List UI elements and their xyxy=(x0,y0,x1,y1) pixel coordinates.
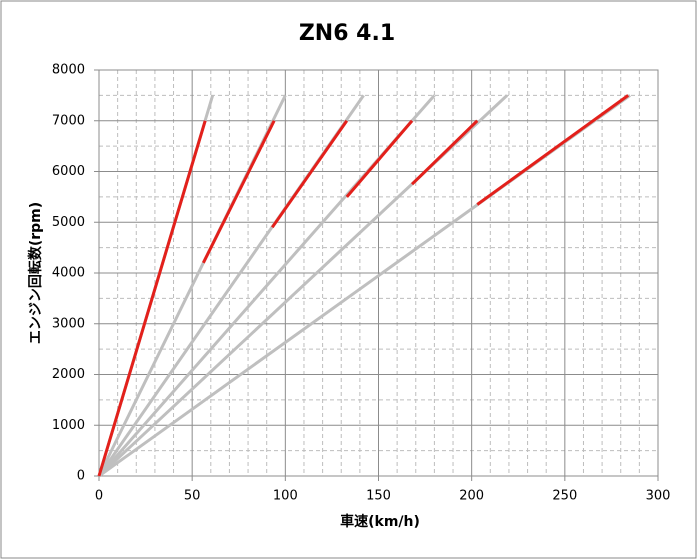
series-line xyxy=(410,119,479,186)
y-tick-label: 2000 xyxy=(52,367,85,382)
chart-title: ZN6 4.1 xyxy=(299,21,395,46)
x-tick-label: 150 xyxy=(366,489,391,504)
x-tick-label: 200 xyxy=(459,489,484,504)
series-line xyxy=(202,120,276,264)
series-line xyxy=(345,119,414,198)
y-tick-label: 1000 xyxy=(52,418,85,433)
x-tick-label: 50 xyxy=(184,489,201,504)
series-line xyxy=(97,120,207,477)
series-line xyxy=(271,119,349,229)
x-tick-label: 100 xyxy=(273,489,298,504)
y-tick-label: 6000 xyxy=(52,164,85,179)
plot-border xyxy=(98,69,659,477)
x-tick-label: 0 xyxy=(95,489,103,504)
y-tick-label: 5000 xyxy=(52,215,85,230)
y-tick-label: 7000 xyxy=(52,113,85,128)
x-tick-label: 300 xyxy=(646,489,671,504)
y-tick-label: 3000 xyxy=(52,316,85,331)
x-axis-label: 車速(km/h) xyxy=(340,513,420,530)
y-tick-label: 8000 xyxy=(52,63,85,78)
y-tick-label: 0 xyxy=(77,469,85,484)
x-tick-label: 250 xyxy=(552,489,577,504)
y-axis-label: エンジン回転数(rpm) xyxy=(27,202,44,344)
y-tick-label: 4000 xyxy=(52,266,85,281)
series-line xyxy=(476,94,630,206)
